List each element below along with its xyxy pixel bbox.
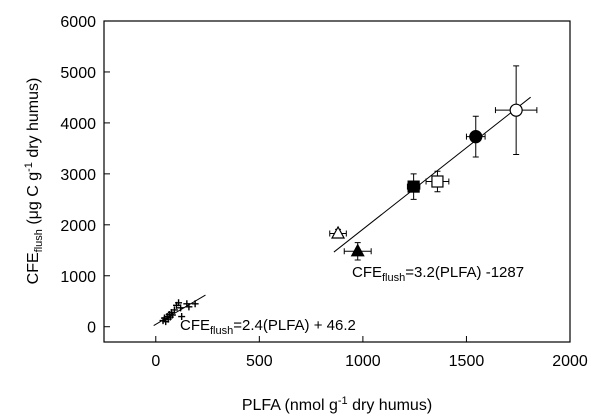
open-circle-marker	[509, 103, 523, 117]
y-tick-label-2000: 2000	[60, 218, 96, 235]
fit-line-2	[333, 96, 531, 253]
y-tick-label-6000: 6000	[60, 14, 96, 31]
x-tick-label-1500: 1500	[449, 353, 485, 370]
annotation-right-rest: =3.2(PLFA) -1287	[405, 264, 524, 281]
x-axis-label-rest: dry humus)	[348, 397, 432, 414]
y-axis-label-base: CFE	[25, 252, 42, 284]
annotation-right-fit: CFEflush=3.2(PLFA) -1287	[352, 264, 524, 284]
x-tick-label-2000: 2000	[552, 353, 588, 370]
plus-point-12	[175, 299, 183, 307]
x-axis-label-sup: -1	[338, 395, 348, 407]
x-tick-label-1000: 1000	[345, 353, 381, 370]
tick-group: 0 500 1000 1500 2000 0 1000 2000 3000 4000 5000 600…	[60, 14, 587, 370]
annotation-left-rest: =2.4(PLFA) + 46.2	[233, 317, 356, 334]
filled-square-marker	[407, 180, 420, 193]
y-tick-label-0: 0	[87, 320, 96, 337]
plot-frame	[103, 20, 571, 343]
y-tick-label-1000: 1000	[60, 269, 96, 286]
y-tick-label-4000: 4000	[60, 116, 96, 133]
plus-point-13	[177, 304, 185, 312]
y-tick-label-3000: 3000	[60, 167, 96, 184]
plus-point-16	[185, 303, 193, 311]
plus-point-17	[191, 300, 199, 308]
y-axis-label-mid: (μg C g	[25, 172, 42, 229]
y-axis-label-rest: dry humus)	[25, 78, 42, 162]
annotation-left-sub: flush	[210, 325, 233, 337]
x-axis-label-main: PLFA (nmol g	[242, 397, 338, 414]
filled-circle-marker	[469, 130, 483, 144]
marker-group	[159, 65, 538, 326]
y-axis-label: CFEflush (μg C g-1 dry humus)	[23, 78, 45, 285]
plus-point-9	[168, 311, 176, 319]
open-square-marker	[431, 175, 444, 188]
filled-triangle-marker	[350, 243, 365, 257]
annotation-left-fit: CFEflush=2.4(PLFA) + 46.2	[180, 317, 356, 337]
open-triangle-marker	[331, 225, 346, 239]
annotation-right-base: CFE	[352, 264, 382, 281]
y-axis-label-sup: -1	[23, 162, 35, 172]
plus-point-10	[170, 306, 178, 314]
y-axis-label-sub: flush	[33, 229, 45, 252]
x-tick-label-0: 0	[151, 353, 160, 370]
plus-point-14	[178, 313, 186, 321]
y-tick-label-5000: 5000	[60, 65, 96, 82]
x-tick-label-500: 500	[246, 353, 273, 370]
annotation-right-sub: flush	[382, 272, 405, 284]
x-axis-label: PLFA (nmol g-1 dry humus)	[242, 395, 432, 414]
annotation-left-base: CFE	[180, 317, 210, 334]
